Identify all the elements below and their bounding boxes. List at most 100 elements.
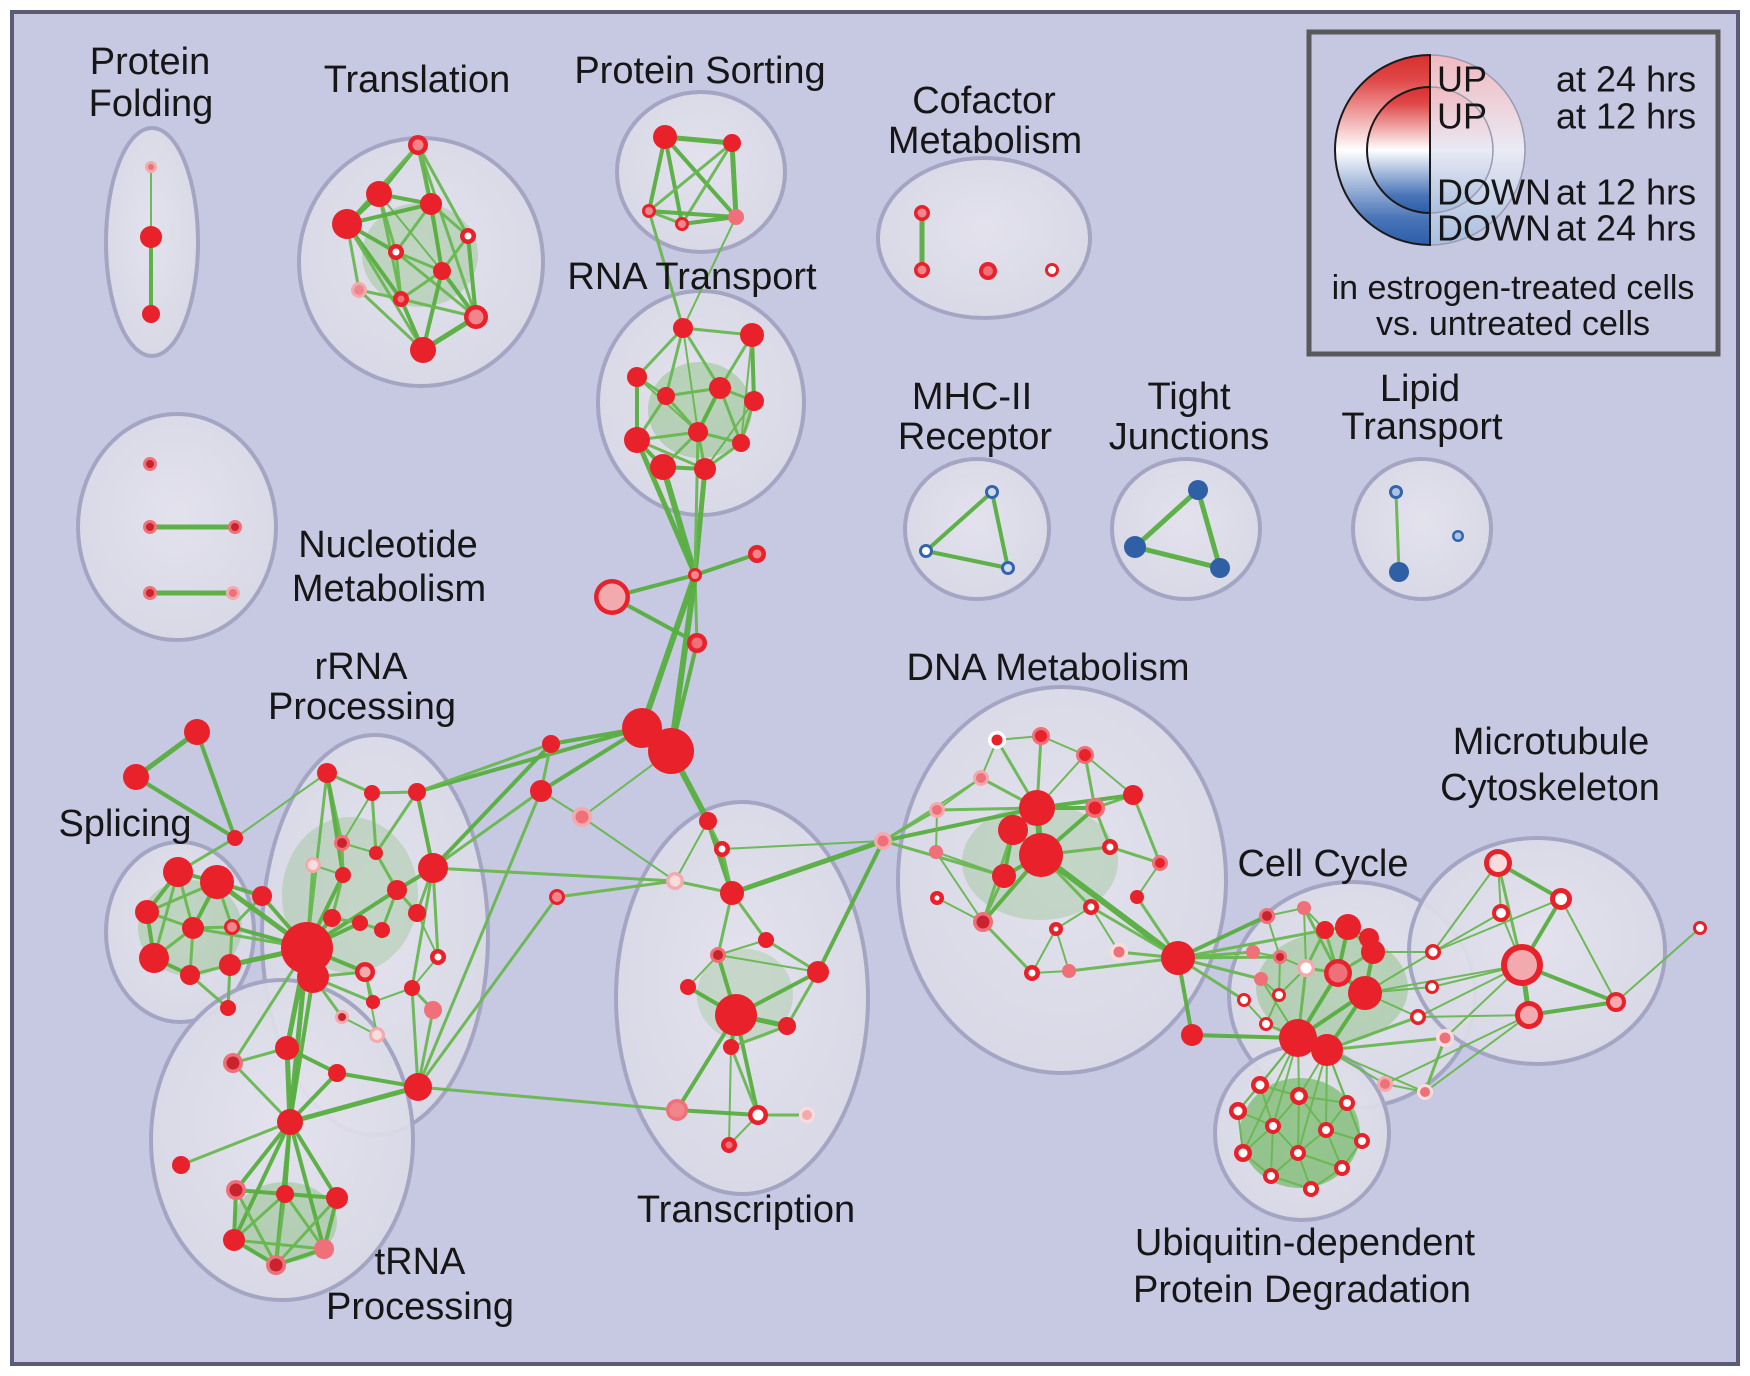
- edge-c1-p21: [287, 1084, 421, 1125]
- cluster-protein-sorting-label-line1: Protein Sorting: [574, 50, 825, 92]
- edge-v2-p13: [431, 866, 677, 883]
- node-lp3: [1452, 530, 1464, 542]
- node-k19: [1425, 980, 1439, 994]
- edge-g2-p13: [431, 742, 553, 870]
- node-mh1: [985, 485, 999, 499]
- node-d10: [1019, 833, 1063, 877]
- cluster-cell-cycle-label-line1: Cell Cycle: [1237, 843, 1408, 885]
- cluster-mhc-ii-receptor-label-line1: MHC-II: [912, 376, 1032, 418]
- edge-c8-c10: [274, 1196, 339, 1267]
- node-t11: [410, 337, 436, 363]
- node-v11: [666, 1099, 688, 1121]
- node-v9: [778, 1017, 796, 1035]
- edge-d3-d5: [1084, 754, 1134, 796]
- node-v4: [758, 932, 774, 948]
- node-sp8: [219, 954, 241, 976]
- cluster-dna-metabolism-label-line1: DNA Metabolism: [907, 647, 1190, 689]
- legend-footer-line1: in estrogen-treated cells: [1332, 269, 1695, 307]
- node-t5: [460, 228, 476, 244]
- edge-m2-m6: [1560, 898, 1617, 1003]
- node-d12: [992, 864, 1016, 888]
- node-v2: [666, 872, 684, 890]
- edge-k17-k21: [1325, 1036, 1447, 1052]
- node-k6: [1361, 940, 1385, 964]
- edge-Hb-c1: [288, 975, 315, 1124]
- edge-c1-c9: [232, 1120, 292, 1242]
- node-d17: [1083, 899, 1099, 915]
- edge-s2-s4: [680, 141, 734, 226]
- edge-v6-b1: [816, 839, 885, 974]
- node-sp7: [180, 965, 200, 985]
- edge-p13-q6: [410, 866, 435, 990]
- node-cf4: [1045, 263, 1059, 277]
- node-tj1: [1188, 480, 1208, 500]
- legend-row-1-direction: UP: [1437, 59, 1487, 100]
- node-v12: [748, 1105, 768, 1125]
- node-tj2: [1124, 536, 1146, 558]
- node-m4: [1501, 944, 1543, 986]
- node-t1: [408, 135, 428, 155]
- legend-row-3-time: at 12 hrs: [1556, 172, 1696, 213]
- edge-d22-d23: [1067, 956, 1180, 973]
- edge-c1-c2: [231, 1061, 292, 1124]
- node-u3: [1339, 1095, 1355, 1111]
- node-q4: [335, 1010, 349, 1024]
- node-k22: [1377, 1076, 1393, 1092]
- edge-u2-u8: [1297, 1095, 1300, 1154]
- node-t6: [388, 244, 404, 260]
- edge-s1-s4: [663, 135, 684, 226]
- edge-v9-v10: [729, 1024, 789, 1049]
- edge-mh1-mh2: [924, 490, 994, 553]
- node-p7: [369, 846, 383, 860]
- node-k13: [1272, 988, 1286, 1002]
- node-j4: [687, 633, 707, 653]
- legend-row-3-direction: DOWN: [1437, 172, 1551, 213]
- node-q6: [404, 980, 420, 996]
- node-hub2: [648, 728, 694, 774]
- node-d13: [1102, 839, 1118, 855]
- node-s3: [642, 204, 656, 218]
- edge-c1-c5: [179, 1120, 292, 1167]
- edge-d7-d12: [935, 851, 1005, 877]
- node-x3: [227, 830, 243, 846]
- edge-j1-hub2: [668, 572, 698, 754]
- edge-d18-d22: [1055, 928, 1070, 972]
- cluster-ubiquitin-degradation-label-line1: Ubiquitin-dependent: [1135, 1222, 1476, 1264]
- edge-mh1-mh3: [990, 490, 1010, 570]
- node-n2: [143, 520, 157, 534]
- node-d21: [1024, 965, 1040, 981]
- node-hub1: [622, 708, 662, 748]
- node-t9: [393, 291, 409, 307]
- edge-t4-t11: [345, 222, 425, 352]
- edge-k2-k9: [1303, 907, 1307, 969]
- node-mh3: [1001, 561, 1015, 575]
- node-p2: [364, 785, 380, 801]
- cluster-protein-folding-label-line1: Protein: [90, 41, 210, 83]
- node-c1: [277, 1109, 303, 1135]
- edge-k11-m4: [1364, 964, 1523, 994]
- legend-row-4-time: at 24 hrs: [1556, 208, 1696, 249]
- edge-c7-c11: [283, 1192, 326, 1251]
- edge-d4-d6: [936, 777, 982, 811]
- node-n4: [143, 586, 157, 600]
- cluster-cofactor-metabolism-ellipse: [876, 156, 1092, 320]
- node-x2: [123, 764, 149, 790]
- node-lp1: [1389, 485, 1403, 499]
- node-k10: [1324, 959, 1352, 987]
- cluster-cofactor-metabolism-label-line2: Metabolism: [888, 120, 1082, 162]
- edge-k17-u8: [1297, 1049, 1328, 1154]
- node-c9: [223, 1229, 245, 1251]
- node-g4: [549, 889, 565, 905]
- node-d19: [1130, 890, 1144, 904]
- node-pf1: [145, 161, 157, 173]
- node-sp1: [163, 857, 193, 887]
- cluster-transcription-label-line1: Transcription: [637, 1189, 855, 1231]
- edge-s3-r1: [647, 209, 685, 330]
- node-r8: [624, 427, 650, 453]
- edge-t6-t10: [394, 250, 478, 319]
- node-t7: [433, 262, 451, 280]
- edge-k22-m5: [1384, 1014, 1530, 1085]
- node-t8: [351, 282, 367, 298]
- edge-s1-s3: [647, 135, 667, 213]
- edge-r1-r4: [664, 326, 685, 398]
